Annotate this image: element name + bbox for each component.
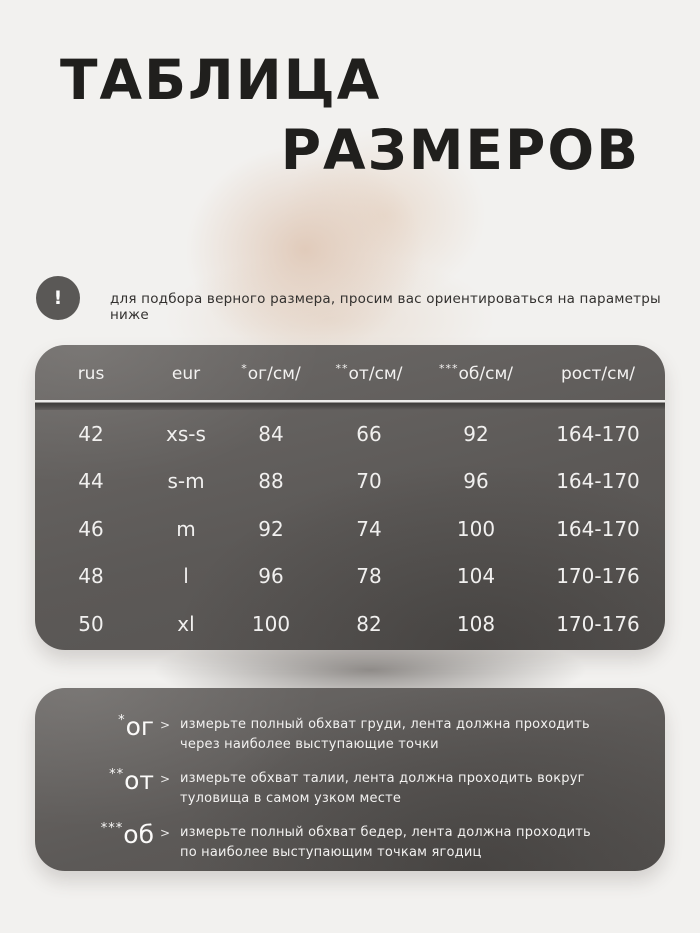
table-row: 42 xs-s 84 66 92 164-170 xyxy=(35,410,665,458)
table-cell: 44 xyxy=(78,469,104,494)
table-cell: 108 xyxy=(456,611,496,636)
table-cell: 70 xyxy=(356,469,382,494)
table-cell: 104 xyxy=(456,564,496,589)
table-cell: xs-s xyxy=(166,421,206,446)
exclamation-icon: ! xyxy=(36,276,80,320)
table-cell: 74 xyxy=(356,516,382,541)
table-cell: s-m xyxy=(167,469,205,494)
table-cell: 164-170 xyxy=(556,469,640,494)
column-header-chest: *ог/см/ xyxy=(241,361,301,384)
measurement-legend-panel: *ог > измерьте полный обхват груди, лент… xyxy=(35,688,665,871)
table-cell: xl xyxy=(177,611,195,636)
table-cell: 100 xyxy=(456,516,496,541)
table-cell: 170-176 xyxy=(556,611,640,636)
table-cell: 46 xyxy=(78,516,104,541)
arrow-right-icon: > xyxy=(160,772,171,786)
table-cell: 48 xyxy=(78,564,104,589)
table-cell: 92 xyxy=(463,421,489,446)
column-header-eur: eur xyxy=(171,363,201,384)
table-cell: 84 xyxy=(258,421,284,446)
table-cell: 96 xyxy=(258,564,284,589)
column-header-waist: **от/см/ xyxy=(335,361,403,384)
legend-item-hips: ***об > измерьте полный обхват бедер, ле… xyxy=(75,820,627,862)
legend-text: измерьте обхват талии, лента должна прох… xyxy=(180,771,585,806)
table-cell: m xyxy=(176,516,196,541)
table-row: 46 m 92 74 100 164-170 xyxy=(35,505,665,553)
table-cell: 164-170 xyxy=(556,516,640,541)
table-cell: 92 xyxy=(258,516,284,541)
table-cell: 42 xyxy=(78,421,104,446)
legend-item-waist: **от > измерьте обхват талии, лента долж… xyxy=(75,766,627,808)
notice-text: для подбора верного размера, просим вас … xyxy=(110,291,661,323)
arrow-right-icon: > xyxy=(160,826,171,840)
table-cell: 66 xyxy=(356,421,382,446)
legend-item-chest: *ог > измерьте полный обхват груди, лент… xyxy=(75,712,627,754)
table-cell: 78 xyxy=(356,564,382,589)
table-row: 48 l 96 78 104 170-176 xyxy=(35,553,665,601)
column-header-height: рост/см/ xyxy=(560,363,636,384)
legend-term: ***об xyxy=(100,820,154,849)
table-cell: 82 xyxy=(356,611,382,636)
table-row: 44 s-m 88 70 96 164-170 xyxy=(35,458,665,506)
page-title-line2: РАЗМЕРОВ xyxy=(280,118,640,182)
table-row: 50 xl 100 82 108 170-176 xyxy=(35,600,665,648)
legend-term: **от xyxy=(109,766,154,795)
page-title-line1: ТАБЛИЦА xyxy=(60,48,382,112)
header-separator xyxy=(35,400,665,410)
arrow-right-icon: > xyxy=(160,718,171,732)
table-cell: 164-170 xyxy=(556,421,640,446)
size-table-panel: rus eur *ог/см/ **от/см/ ***об/см/ рост/… xyxy=(35,345,665,650)
legend-text: измерьте полный обхват груди, лента долж… xyxy=(180,717,590,752)
table-cell: l xyxy=(183,564,189,589)
column-header-rus: rus xyxy=(77,363,105,384)
legend-text: измерьте полный обхват бедер, лента долж… xyxy=(180,825,591,860)
table-cell: 88 xyxy=(258,469,284,494)
table-cell: 96 xyxy=(463,469,489,494)
column-header-hips: ***об/см/ xyxy=(438,361,513,384)
table-cell: 100 xyxy=(251,611,291,636)
table-cell: 170-176 xyxy=(556,564,640,589)
table-cell: 50 xyxy=(78,611,104,636)
size-table-header-row: rus eur *ог/см/ **от/см/ ***об/см/ рост/… xyxy=(35,345,665,400)
legend-term: *ог xyxy=(118,712,154,741)
